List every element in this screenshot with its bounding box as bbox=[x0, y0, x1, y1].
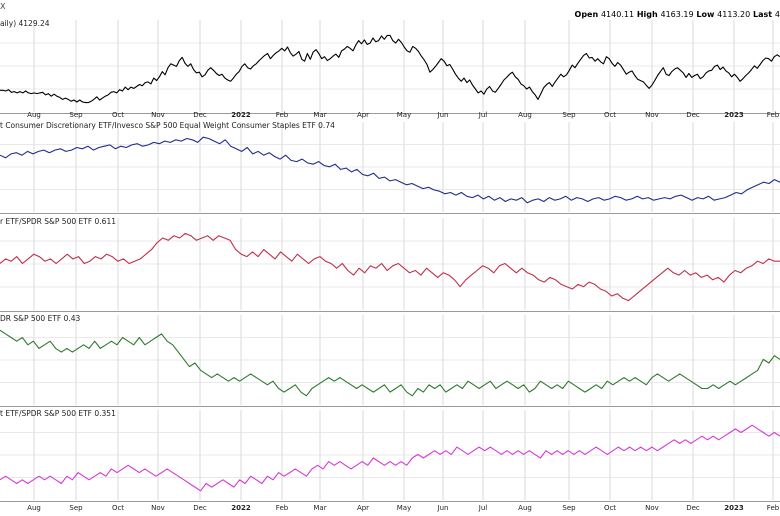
panel-title: DR S&P 500 ETF 0.43 bbox=[0, 314, 81, 323]
x-tick-label: Nov bbox=[151, 111, 165, 119]
ohlc-value-open: 4140.11 bbox=[601, 10, 634, 19]
x-tick-label: Jul bbox=[478, 111, 488, 119]
ohlc-value-high: 4163.19 bbox=[661, 10, 694, 19]
ohlc-readout: Open 4140.11 High 4163.19 Low 4113.20 La… bbox=[575, 10, 780, 19]
x-tick-label: Feb bbox=[276, 111, 289, 119]
panel-title: t Consumer Discretionary ETF/Invesco S&P… bbox=[0, 121, 335, 130]
x-tick-label: Jun bbox=[437, 504, 449, 512]
x-tick-label: Jul bbox=[478, 504, 488, 512]
x-tick-label: 2023 bbox=[724, 504, 744, 512]
ratio-panel-2: r ETF/SPDR S&P 500 ETF 0.611 bbox=[0, 217, 780, 312]
x-tick-label: Oct bbox=[112, 504, 124, 512]
series-line bbox=[0, 424, 780, 492]
x-tick-label: Nov bbox=[645, 504, 659, 512]
x-tick-label: Apr bbox=[357, 111, 369, 119]
x-tick-label: Nov bbox=[645, 111, 659, 119]
ratio-panel-5: t ETF/SPDR S&P 500 ETF 0.351 Aug Sep Oct Nov… bbox=[0, 409, 780, 512]
panel-title: aily) 4129.24 bbox=[0, 19, 50, 28]
x-tick-label: Aug bbox=[518, 504, 532, 512]
x-tick-label: 2022 bbox=[231, 111, 251, 119]
ohlc-label-last: Last bbox=[750, 10, 775, 19]
x-tick-label: Aug bbox=[518, 111, 532, 119]
x-tick-label: Sep bbox=[562, 504, 576, 512]
x-tick-label: Oct bbox=[112, 111, 124, 119]
series-line bbox=[0, 329, 780, 397]
x-tick-label: Feb bbox=[276, 504, 289, 512]
x-tick-label: Jun bbox=[437, 111, 449, 119]
x-tick-label: 2023 bbox=[724, 111, 744, 119]
series-line bbox=[0, 34, 780, 104]
ohlc-label-high: High bbox=[634, 10, 660, 19]
panel-title: t ETF/SPDR S&P 500 ETF 0.351 bbox=[0, 409, 116, 418]
ratio-panel-3: DR S&P 500 ETF 0.43 bbox=[0, 314, 780, 407]
x-tick-label: Sep bbox=[69, 504, 83, 512]
x-tick-label: Dec bbox=[686, 111, 700, 119]
ohlc-value-low: 4113.20 bbox=[717, 10, 750, 19]
x-tick-label: Feb bbox=[767, 504, 780, 512]
price-panel: aily) 4129.24 Aug Sep Oct Nov Dec 2022 Feb Mar Ap… bbox=[0, 19, 780, 119]
panel-title: r ETF/SPDR S&P 500 ETF 0.611 bbox=[0, 217, 116, 226]
x-tick-label: Aug bbox=[27, 111, 41, 119]
ohlc-value-last: 4 bbox=[775, 10, 780, 19]
x-tick-label: Sep bbox=[562, 111, 576, 119]
x-tick-label: Nov bbox=[151, 504, 165, 512]
series-line bbox=[0, 232, 780, 302]
x-tick-label: Oct bbox=[604, 504, 616, 512]
x-tick-label: May bbox=[397, 111, 411, 119]
x-tick-label: Mar bbox=[313, 504, 326, 512]
ohlc-header: X Open 4140.11 High 4163.19 Low 4113.20 L… bbox=[0, 2, 780, 19]
x-tick-label: 2022 bbox=[231, 504, 251, 512]
x-tick-label: May bbox=[397, 504, 411, 512]
x-tick-label: Apr bbox=[357, 504, 369, 512]
ratio-panel-xly-xlp: t Consumer Discretionary ETF/Invesco S&P… bbox=[0, 121, 780, 214]
ohlc-label-open: Open bbox=[575, 10, 601, 19]
x-tick-label: Mar bbox=[313, 111, 326, 119]
x-tick-label: Dec bbox=[193, 111, 207, 119]
x-tick-label: Dec bbox=[686, 504, 700, 512]
series-line bbox=[0, 136, 780, 204]
x-tick-label: Oct bbox=[604, 111, 616, 119]
symbol-label: X bbox=[0, 2, 6, 11]
ohlc-label-low: Low bbox=[694, 10, 718, 19]
x-tick-label: Sep bbox=[69, 111, 83, 119]
x-tick-label: Aug bbox=[27, 504, 41, 512]
x-tick-label: Feb bbox=[767, 111, 780, 119]
x-tick-label: Dec bbox=[193, 504, 207, 512]
